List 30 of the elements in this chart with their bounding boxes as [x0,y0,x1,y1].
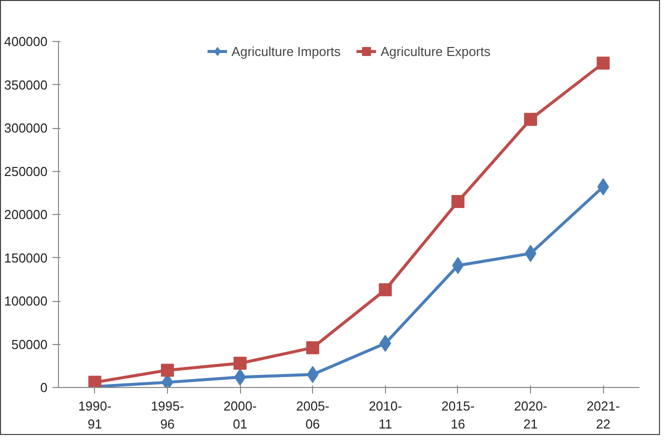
point [306,341,320,354]
y-tick-label: 100000 [4,294,48,308]
legend-label: Agriculture Exports [380,44,490,58]
point [160,364,174,377]
x-tick-label: 2000- 01 [223,398,257,432]
legend-label: Agriculture Imports [232,44,341,58]
x-tick-label: 1990- 91 [78,398,112,432]
point [234,356,247,370]
x-tick-label: 2005- 06 [296,398,330,432]
y-tick-label: 300000 [4,120,48,136]
x-tick-label: 2010- 11 [368,398,402,432]
point [597,178,610,196]
x-tick-label: 2015- 16 [441,398,475,432]
y-tick-label: 150000 [4,250,48,266]
y-tick-label: 50000 [11,336,48,352]
y-tick-label: 250000 [4,164,48,179]
y-tick-label: 200000 [4,207,48,222]
y-tick-label: 0 [40,380,48,395]
point [524,112,538,126]
y-tick-label: 400000 [4,34,48,49]
x-tick-label: 2020- 21 [514,398,548,432]
point [306,366,319,384]
point [379,334,392,352]
x-tick-label: 2021- 22 [586,398,620,432]
point [88,376,102,388]
point [378,283,392,296]
x-tick-label: 1995- 96 [150,398,184,432]
point [596,56,610,70]
point [451,195,464,208]
y-tick-label: 350000 [4,77,48,92]
